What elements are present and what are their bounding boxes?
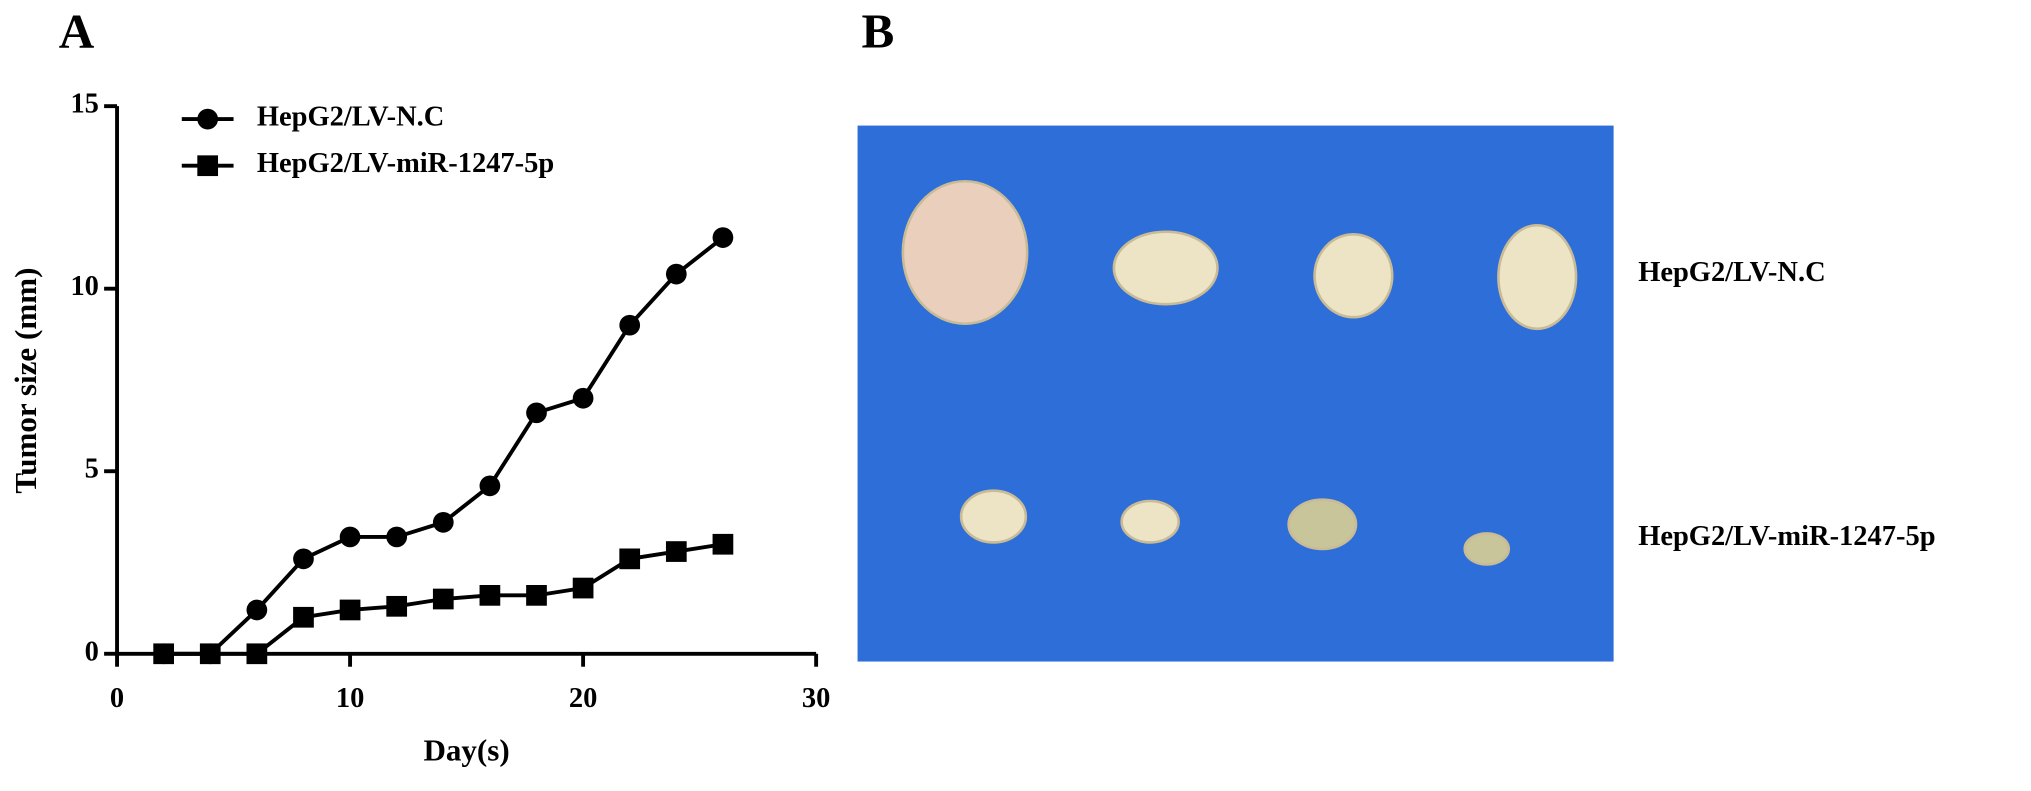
x-axis-label: Day(s) [423, 733, 509, 768]
marker [526, 402, 547, 424]
marker [339, 526, 361, 548]
legend-label: HepG2/LV-miR-1247-5p [257, 148, 554, 179]
y-tick-label: 15 [70, 89, 98, 120]
marker [619, 548, 641, 570]
marker [479, 585, 501, 606]
marker [479, 475, 501, 497]
tumor [1463, 532, 1511, 566]
marker [432, 588, 454, 610]
marker [386, 526, 408, 548]
tumor [1120, 499, 1180, 544]
tumor [901, 179, 1029, 325]
y-tick-label: 0 [85, 636, 99, 667]
marker [386, 595, 408, 617]
marker [432, 511, 454, 533]
tumor [1287, 498, 1358, 551]
panel-label: B [861, 4, 894, 59]
tumor [959, 489, 1028, 544]
photo [857, 125, 1614, 662]
marker [665, 541, 687, 562]
tumor [1497, 223, 1578, 331]
marker [712, 533, 734, 555]
marker [572, 387, 594, 409]
panel-label: A [59, 4, 95, 59]
marker [246, 599, 268, 621]
marker [199, 643, 221, 665]
marker [197, 155, 219, 177]
marker [293, 548, 314, 570]
y-tick-label: 10 [70, 271, 98, 302]
x-tick-label: 30 [802, 683, 830, 714]
legend-label: HepG2/LV-N.C [257, 102, 444, 133]
marker [153, 643, 175, 665]
marker [572, 577, 594, 599]
tumor [1313, 233, 1394, 319]
marker [246, 643, 268, 665]
marker [712, 227, 734, 248]
marker [339, 599, 361, 621]
x-tick-label: 10 [336, 683, 364, 714]
marker [665, 263, 687, 285]
x-tick-label: 20 [569, 683, 597, 714]
marker [526, 585, 547, 606]
marker [293, 606, 314, 628]
y-tick-label: 5 [85, 454, 99, 485]
x-tick-label: 0 [110, 683, 124, 714]
marker [197, 108, 219, 130]
photo-label: HepG2/LV-N.C [1638, 257, 1825, 288]
y-axis-label: Tumor size (mm) [8, 268, 43, 494]
photo-label: HepG2/LV-miR-1247-5p [1638, 521, 1935, 552]
tumor [1112, 230, 1219, 306]
marker [619, 314, 641, 336]
